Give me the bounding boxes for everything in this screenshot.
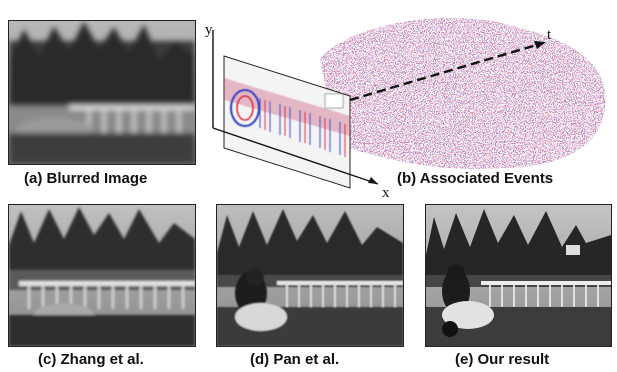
- t-axis-arrow: [534, 41, 546, 49]
- zhang-result-image: [9, 205, 195, 346]
- panel-e-our-result: [425, 204, 612, 347]
- x-axis-arrow: [368, 177, 378, 184]
- t-axis-label: t: [547, 27, 552, 43]
- blurred-image: [9, 21, 195, 164]
- panel-c-zhang-result: [8, 204, 196, 347]
- panel-d-pan-result: [216, 204, 404, 347]
- caption-e: (e) Our result: [455, 351, 550, 368]
- panel-b-associated-events: y x t: [200, 8, 615, 198]
- panel-a-blurred-image: [8, 20, 196, 165]
- caption-b: (b) Associated Events: [397, 170, 554, 187]
- t-axis-line: [349, 42, 541, 102]
- event-cloud: [320, 18, 606, 169]
- caption-a: (a) Blurred Image: [24, 170, 148, 187]
- event-frame-slice: [223, 55, 351, 189]
- caption-c: (c) Zhang et al.: [38, 351, 144, 368]
- our-result-image: [426, 205, 611, 346]
- pan-result-image: [217, 205, 403, 346]
- axes: [212, 30, 546, 185]
- x-axis-line: [212, 127, 379, 185]
- x-axis-label: x: [382, 185, 390, 198]
- event-volume-plot: y x t: [205, 18, 606, 198]
- caption-d: (d) Pan et al.: [250, 351, 340, 368]
- y-axis-label: y: [205, 22, 213, 38]
